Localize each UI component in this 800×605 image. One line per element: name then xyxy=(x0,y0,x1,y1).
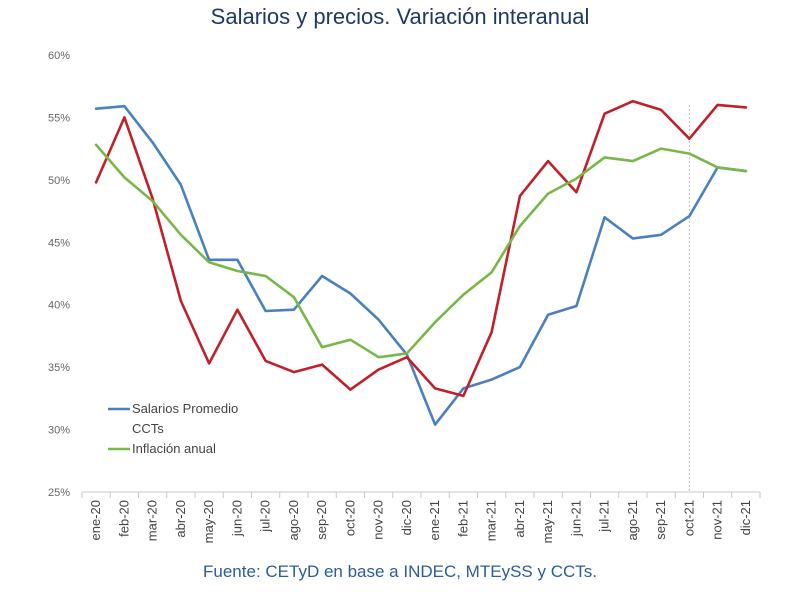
legend-label: Salarios Promedio xyxy=(132,401,238,416)
y-tick-label: 25% xyxy=(48,487,70,499)
legend-label: Inflación anual xyxy=(132,441,216,456)
x-tick-label: dic-20 xyxy=(399,500,414,535)
y-tick-label: 50% xyxy=(48,175,70,187)
x-axis: ene-20 feb-20 mar-20 abr-20 may-20 jun-20 jul-… xyxy=(81,491,761,543)
x-tick-label: mar-20 xyxy=(145,500,160,541)
x-tick-label: jul-20 xyxy=(258,500,273,533)
x-tick-label: sep-20 xyxy=(314,500,329,540)
x-tick-label: oct-21 xyxy=(681,500,696,536)
y-tick-label: 30% xyxy=(48,425,70,437)
legend: Salarios Promedio CCTs Inflación anual xyxy=(108,401,238,456)
x-tick-label: abr-20 xyxy=(173,500,188,538)
x-tick-label: dic-21 xyxy=(738,500,753,535)
x-tick-label: abr-21 xyxy=(512,500,527,538)
x-tick-label: may-21 xyxy=(540,500,555,543)
series-line-2 xyxy=(94,143,748,359)
source-note: Fuente: CETyD en base a INDEC, MTEySS y … xyxy=(203,562,597,581)
x-tick-label: may-20 xyxy=(201,500,216,543)
series-group xyxy=(94,99,748,426)
x-tick-label: ene-21 xyxy=(427,500,442,540)
x-tick-label: mar-21 xyxy=(484,500,499,541)
x-tick-label: jun-21 xyxy=(568,500,583,537)
y-tick-label: 40% xyxy=(48,300,70,312)
x-tick-label: oct-20 xyxy=(342,500,357,536)
chart-title: Salarios y precios. Variación interanual xyxy=(210,4,590,29)
x-tick-label: nov-21 xyxy=(710,500,725,540)
x-tick-label: feb-20 xyxy=(116,500,131,537)
y-tick-label: 45% xyxy=(48,237,70,249)
x-tick-label: ago-20 xyxy=(286,500,301,540)
y-tick-label: 60% xyxy=(48,50,70,62)
y-axis: 25% 30% 35% 40% 45% 50% 55% 60% xyxy=(48,50,70,499)
x-tick-label: jul-21 xyxy=(597,500,612,533)
legend-label: CCTs xyxy=(132,421,164,436)
x-tick-label: jun-20 xyxy=(229,500,244,537)
x-tick-label: ene-20 xyxy=(88,500,103,540)
x-tick-label: feb-21 xyxy=(455,500,470,537)
series-line-0 xyxy=(94,104,748,426)
y-tick-label: 55% xyxy=(48,112,70,124)
x-tick-label: nov-20 xyxy=(371,500,386,540)
series-line-1 xyxy=(94,99,748,398)
x-tick-label: ago-21 xyxy=(625,500,640,540)
y-tick-label: 35% xyxy=(48,362,70,374)
x-tick-label: sep-21 xyxy=(653,500,668,540)
